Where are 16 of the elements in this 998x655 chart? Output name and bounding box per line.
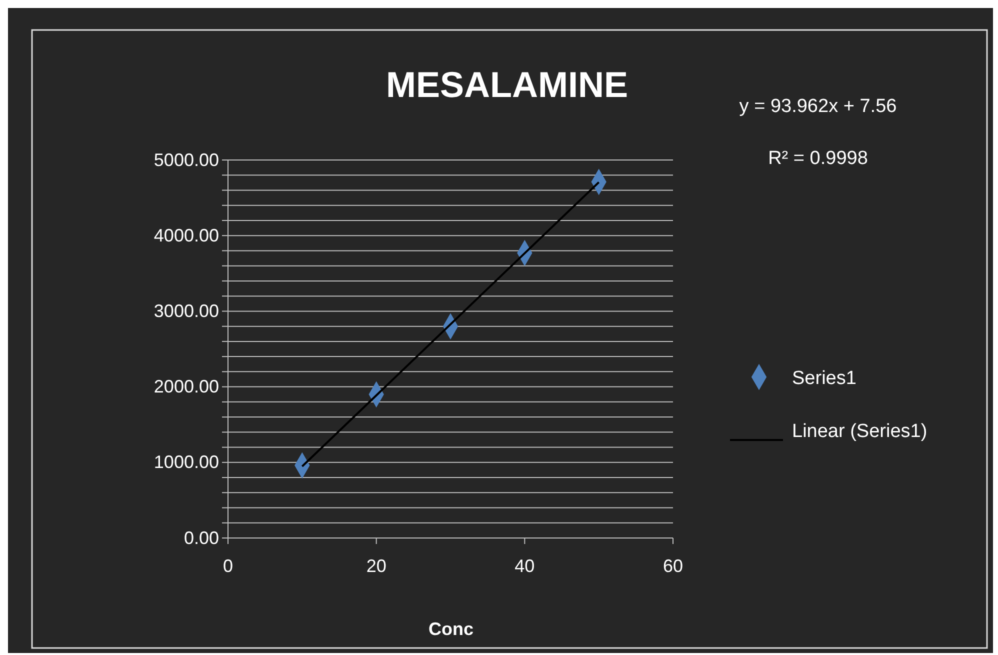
x-tick-label: 0: [222, 556, 234, 576]
y-tick-label: 2000.00: [154, 376, 219, 397]
legend-label: Series1: [792, 368, 856, 389]
text: y = 93.962x + 7.56: [739, 96, 897, 117]
y-tick-label: 1000.00: [154, 452, 219, 472]
x-tick-label: 20: [366, 556, 386, 576]
legend-label: Linear (Series1): [792, 421, 928, 442]
y-tick-label: 5000.00: [154, 150, 219, 170]
chart-title: MESALAMINE: [386, 64, 628, 105]
x-tick-label: 40: [514, 556, 535, 576]
y-tick-label: 3000.00: [154, 300, 219, 321]
x-tick-label: 60: [662, 556, 684, 576]
text: R² = 0.9998: [768, 148, 868, 169]
y-tick-label: 0.00: [184, 528, 219, 548]
y-tick-label: 4000.00: [154, 225, 219, 246]
x-axis-title: Conc: [428, 619, 474, 639]
